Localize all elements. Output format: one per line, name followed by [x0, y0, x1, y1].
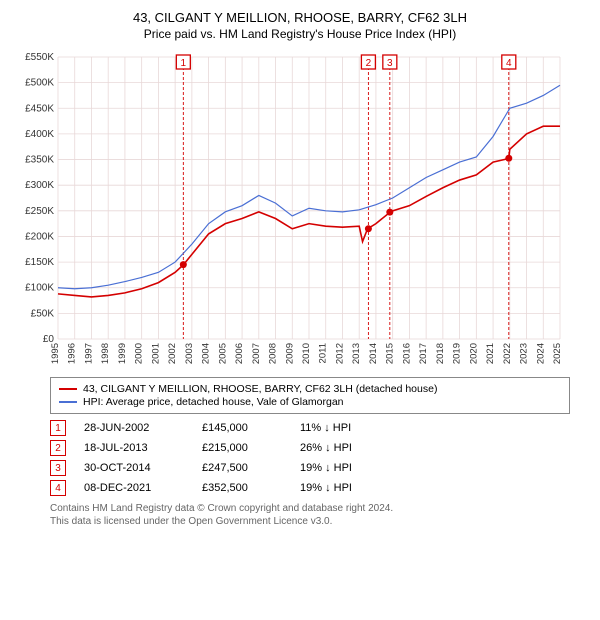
svg-text:1997: 1997 — [83, 343, 94, 364]
svg-text:1: 1 — [181, 58, 187, 69]
sale-row: 4 08-DEC-2021 £352,500 19% ↓ HPI — [50, 480, 570, 496]
footer-line: This data is licensed under the Open Gov… — [50, 515, 570, 528]
sale-marker-icon: 1 — [50, 420, 66, 436]
svg-text:£350K: £350K — [25, 155, 54, 166]
svg-text:£250K: £250K — [25, 206, 54, 217]
sale-row: 1 28-JUN-2002 £145,000 11% ↓ HPI — [50, 420, 570, 436]
svg-text:2016: 2016 — [401, 343, 412, 364]
sale-price: £247,500 — [202, 462, 282, 474]
svg-text:2008: 2008 — [268, 343, 279, 364]
legend-swatch — [59, 401, 77, 403]
svg-text:2024: 2024 — [535, 343, 546, 364]
svg-text:2007: 2007 — [251, 343, 262, 364]
svg-text:2010: 2010 — [301, 343, 312, 364]
svg-text:2019: 2019 — [452, 343, 463, 364]
svg-text:£100K: £100K — [25, 283, 54, 294]
svg-text:1996: 1996 — [67, 343, 78, 364]
sale-diff: 26% ↓ HPI — [300, 442, 380, 454]
chart-subtitle: Price paid vs. HM Land Registry's House … — [10, 27, 590, 41]
svg-text:3: 3 — [387, 58, 393, 69]
legend-item-hpi: HPI: Average price, detached house, Vale… — [59, 396, 561, 408]
svg-text:2022: 2022 — [502, 343, 513, 364]
svg-text:1999: 1999 — [117, 343, 128, 364]
sale-row: 3 30-OCT-2014 £247,500 19% ↓ HPI — [50, 460, 570, 476]
sale-marker-icon: 3 — [50, 460, 66, 476]
svg-text:1998: 1998 — [100, 343, 111, 364]
sale-marker-icon: 4 — [50, 480, 66, 496]
svg-text:2001: 2001 — [150, 343, 161, 364]
sale-diff: 11% ↓ HPI — [300, 422, 380, 434]
svg-text:2006: 2006 — [234, 343, 245, 364]
svg-text:2012: 2012 — [334, 343, 345, 364]
sale-price: £145,000 — [202, 422, 282, 434]
legend-item-property: 43, CILGANT Y MEILLION, RHOOSE, BARRY, C… — [59, 383, 561, 395]
chart-title: 43, CILGANT Y MEILLION, RHOOSE, BARRY, C… — [10, 10, 590, 25]
sale-marker-icon: 2 — [50, 440, 66, 456]
svg-text:2011: 2011 — [318, 343, 329, 363]
sale-date: 08-DEC-2021 — [84, 482, 184, 494]
legend-label: 43, CILGANT Y MEILLION, RHOOSE, BARRY, C… — [83, 383, 437, 395]
svg-text:2: 2 — [366, 58, 372, 69]
svg-text:2021: 2021 — [485, 343, 496, 364]
sales-table: 1 28-JUN-2002 £145,000 11% ↓ HPI 2 18-JUL-201… — [50, 420, 570, 496]
sale-date: 18-JUL-2013 — [84, 442, 184, 454]
svg-text:2005: 2005 — [217, 343, 228, 364]
svg-text:2000: 2000 — [134, 343, 145, 364]
legend-label: HPI: Average price, detached house, Vale… — [83, 396, 344, 408]
svg-text:2015: 2015 — [385, 343, 396, 364]
svg-text:£500K: £500K — [25, 78, 54, 89]
svg-text:2002: 2002 — [167, 343, 178, 364]
svg-text:2014: 2014 — [368, 343, 379, 364]
svg-text:£50K: £50K — [31, 308, 55, 319]
svg-text:2009: 2009 — [284, 343, 295, 364]
sale-date: 28-JUN-2002 — [84, 422, 184, 434]
svg-text:£150K: £150K — [25, 257, 54, 268]
svg-text:2017: 2017 — [418, 343, 429, 364]
svg-text:2004: 2004 — [201, 343, 212, 364]
footer: Contains HM Land Registry data © Crown c… — [50, 502, 570, 528]
footer-line: Contains HM Land Registry data © Crown c… — [50, 502, 570, 515]
svg-text:2023: 2023 — [519, 343, 530, 364]
legend-swatch — [59, 388, 77, 390]
svg-text:2025: 2025 — [552, 343, 563, 364]
svg-text:1995: 1995 — [50, 343, 61, 364]
sale-diff: 19% ↓ HPI — [300, 462, 380, 474]
svg-text:£300K: £300K — [25, 180, 54, 191]
sale-row: 2 18-JUL-2013 £215,000 26% ↓ HPI — [50, 440, 570, 456]
svg-text:2003: 2003 — [184, 343, 195, 364]
svg-text:£450K: £450K — [25, 103, 54, 114]
svg-text:2018: 2018 — [435, 343, 446, 364]
svg-text:£550K: £550K — [25, 52, 54, 63]
svg-text:£200K: £200K — [25, 231, 54, 242]
svg-text:£400K: £400K — [25, 129, 54, 140]
sale-price: £352,500 — [202, 482, 282, 494]
legend: 43, CILGANT Y MEILLION, RHOOSE, BARRY, C… — [50, 377, 570, 414]
line-chart: £0£50K£100K£150K£200K£250K£300K£350K£400… — [10, 49, 570, 369]
svg-text:4: 4 — [506, 58, 512, 69]
svg-text:2013: 2013 — [351, 343, 362, 364]
chart-container: £0£50K£100K£150K£200K£250K£300K£350K£400… — [10, 49, 590, 369]
svg-text:2020: 2020 — [468, 343, 479, 364]
sale-price: £215,000 — [202, 442, 282, 454]
sale-diff: 19% ↓ HPI — [300, 482, 380, 494]
sale-date: 30-OCT-2014 — [84, 462, 184, 474]
